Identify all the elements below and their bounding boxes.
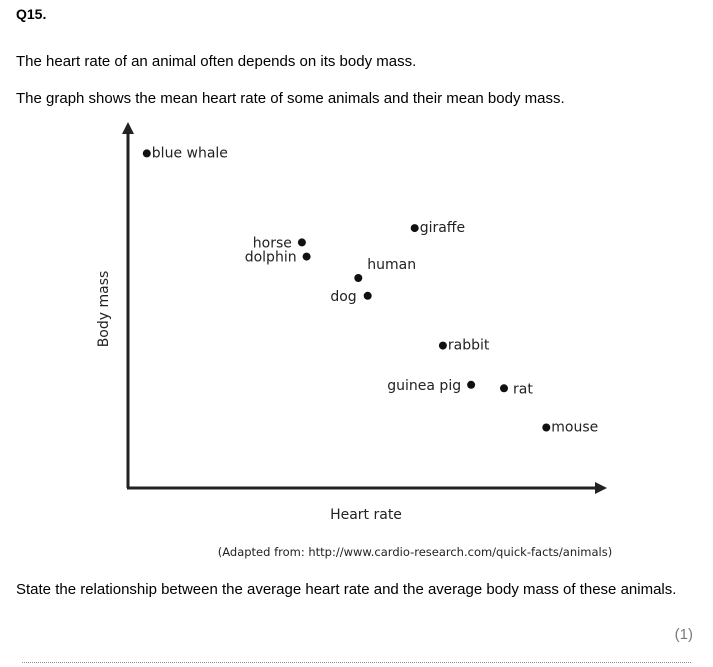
- data-point-dog: [363, 291, 372, 300]
- y-axis-label: Body mass: [96, 271, 112, 348]
- x-axis-label: Heart rate: [330, 507, 402, 523]
- answer-line[interactable]: [22, 662, 691, 663]
- data-point-horse: [297, 238, 306, 247]
- point-label-dog: dog: [330, 289, 356, 305]
- source-note: (Adapted from: http://www.cardio-researc…: [218, 545, 612, 559]
- data-point-mouse: [542, 423, 551, 432]
- data-point-rat: [500, 384, 508, 393]
- y-axis-arrow: [122, 122, 134, 134]
- point-label-rabbit: rabbit: [448, 338, 490, 354]
- point-label-giraffe: giraffe: [420, 220, 465, 236]
- intro-text-2: The graph shows the mean heart rate of s…: [16, 90, 565, 107]
- point-label-human: human: [367, 257, 416, 273]
- data-point-giraffe: [410, 224, 419, 233]
- point-label-rat: rat: [513, 381, 533, 397]
- question-prompt: State the relationship between the avera…: [16, 581, 677, 598]
- point-label-guinea-pig: guinea pig: [387, 378, 461, 394]
- point-label-horse: horse: [253, 235, 292, 251]
- point-label-mouse: mouse: [551, 420, 598, 436]
- data-point-human: [354, 274, 363, 282]
- point-label-dolphin: dolphin: [245, 250, 297, 266]
- intro-text-1: The heart rate of an animal often depend…: [16, 53, 417, 70]
- marks-allocation: (1): [674, 626, 693, 643]
- point-label-blue-whale: blue whale: [152, 145, 228, 161]
- data-point-guinea-pig: [467, 380, 476, 389]
- data-point-rabbit: [438, 341, 447, 350]
- x-axis-arrow: [595, 482, 607, 494]
- data-point-blue-whale: [142, 149, 151, 158]
- question-number: Q15.: [16, 6, 47, 22]
- data-point-dolphin: [302, 252, 311, 261]
